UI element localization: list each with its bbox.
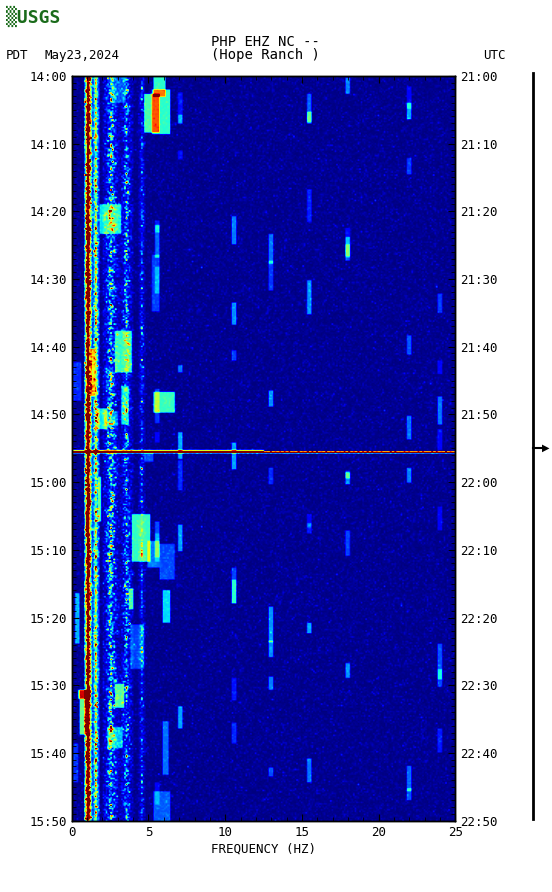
Text: UTC: UTC	[483, 49, 506, 62]
X-axis label: FREQUENCY (HZ): FREQUENCY (HZ)	[211, 843, 316, 855]
Text: (Hope Ranch ): (Hope Ranch )	[210, 48, 320, 62]
Text: PDT: PDT	[6, 49, 28, 62]
Text: ▒USGS: ▒USGS	[6, 6, 60, 28]
Text: PHP EHZ NC --: PHP EHZ NC --	[210, 35, 320, 49]
Text: ▶: ▶	[542, 442, 550, 453]
Text: May23,2024: May23,2024	[44, 49, 119, 62]
